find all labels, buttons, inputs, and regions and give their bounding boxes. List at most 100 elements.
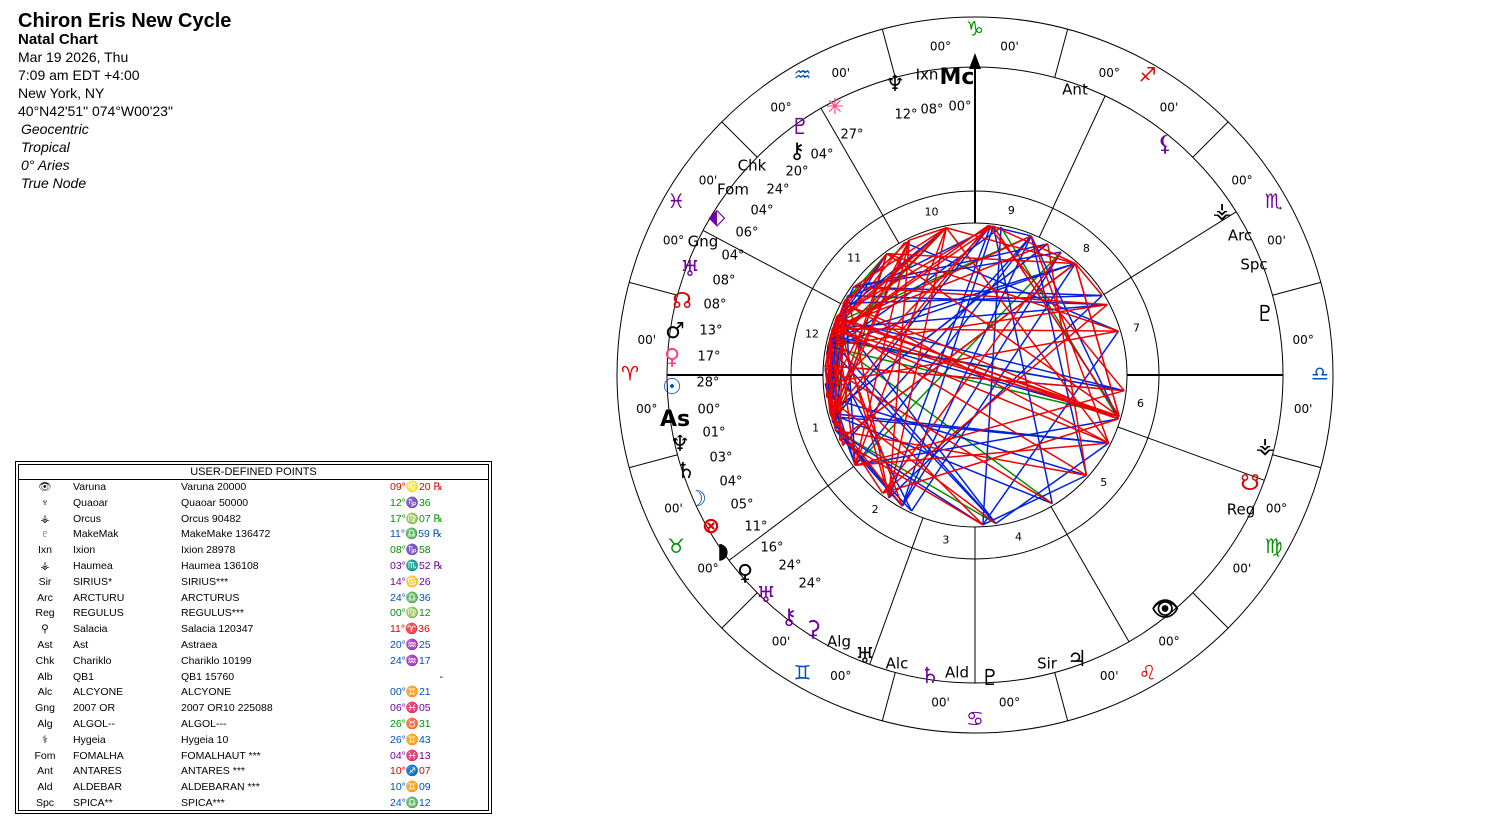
planet-degree: 03° [709, 451, 732, 466]
point-position: 12°♑36 [390, 496, 431, 509]
zodiac-sign-icon: ♒ [794, 63, 812, 87]
point-glyph: 👁 [38, 481, 52, 493]
aspect-line-red [826, 225, 992, 398]
point-name: FOMALHAUT *** [181, 749, 261, 762]
point-position: 08°♑58 [390, 544, 431, 557]
aspect-line-green [829, 337, 1053, 505]
point-label: Alg [827, 633, 851, 651]
sign-boundary [721, 592, 758, 629]
sign-boundary [1272, 454, 1321, 469]
point-glyph: Ant [37, 765, 53, 778]
point-glyph: Reg [35, 607, 55, 620]
planet-degree: 01° [702, 426, 725, 441]
house-number: 12 [805, 327, 819, 340]
zodiac-degree-label: 00° [697, 561, 718, 575]
aspect-line-blue [1030, 235, 1088, 476]
point-abbr: ALGOL-- [73, 717, 116, 730]
sign-boundary [629, 281, 678, 296]
zodiac-sign-icon: ♑ [966, 17, 984, 41]
zodiac-minute-label: 00' [1160, 101, 1179, 115]
aspect-line-red [839, 262, 1076, 441]
point-abbr: Ast [73, 638, 89, 651]
point-glyph: ⚶ [40, 559, 50, 572]
house-cusp [820, 108, 900, 244]
point-abbr: ALDEBAR [73, 781, 123, 794]
aspect-line-blue [982, 474, 1087, 526]
point-label: Ant [1062, 81, 1088, 99]
planet-icon: ♅ [855, 644, 875, 669]
chart-subtitle: Natal Chart [18, 31, 99, 48]
planet-degree: 04° [810, 148, 833, 163]
house-cusp [1103, 211, 1237, 295]
planet-degree: 05° [730, 498, 753, 513]
aspect-line-red [888, 227, 948, 499]
sign-boundary [1192, 592, 1229, 629]
table-row: ⚶ Haumea Haumea 136108 03°♏52 ℞ [19, 559, 488, 575]
sign-boundary [629, 454, 678, 469]
zodiac-sign-icon: ♍ [1265, 534, 1283, 558]
point-label: Gng [688, 233, 719, 251]
point-label: Fom [717, 181, 749, 199]
planet-degree: 16° [760, 541, 783, 556]
aspect-line-red [828, 242, 906, 339]
point-abbr: ARCTURU [73, 591, 125, 604]
point-name: Orcus 90482 [181, 512, 242, 525]
planet-icon: ♅ [680, 257, 700, 282]
point-glyph: Ixn [37, 544, 52, 557]
point-glyph: ♆ [41, 496, 49, 509]
house-number: 10 [925, 206, 939, 219]
planet-icon: ⚷ [781, 605, 797, 630]
point-abbr: SIRIUS* [73, 575, 113, 588]
aspect-line-red [833, 323, 1087, 477]
point-abbr: Haumea [73, 559, 113, 572]
zodiac-minute-label: 00' [1294, 402, 1313, 416]
point-label: Ald [945, 664, 969, 682]
point-glyph: Ast [37, 638, 53, 651]
aspect-line-red [824, 367, 831, 414]
aspect-line-red [825, 364, 1125, 392]
table-row: ⚶ Orcus Orcus 90482 17°♍07 ℞ [19, 512, 488, 528]
house-number: 7 [1133, 322, 1140, 335]
point-position: 04°♓13 [390, 749, 431, 762]
table-row: Alg ALGOL-- ALGOL--- 26°♉31 [19, 717, 488, 733]
zodiac-degree-label: 00° [930, 39, 951, 53]
aspect-line-red [882, 418, 1119, 494]
planet-icon: ☉ [662, 375, 682, 400]
aspect-line-blue [827, 262, 1076, 349]
planet-icon: ⚶ [1213, 199, 1232, 224]
mc-label: Mc [940, 65, 975, 90]
aspect-line-red [842, 302, 1110, 444]
point-abbr: QB1 [73, 670, 95, 683]
table-row: Arc ARCTURU ARCTURUS 24°♎36 [19, 591, 488, 607]
planet-icon: 👁 [1151, 597, 1179, 622]
aspect-line-blue [982, 330, 1120, 526]
outer-ring [616, 16, 1334, 734]
sign-boundary [881, 672, 896, 721]
chart-system-geocentric: Geocentric [21, 121, 89, 137]
point-abbr: Hygeia [73, 733, 106, 746]
point-abbr: MakeMak [73, 528, 119, 541]
aspect-line-red [829, 413, 884, 494]
planet-icon: ♂ [665, 319, 685, 344]
point-position: 00°♊21 [390, 686, 431, 699]
house-cusp [869, 517, 924, 665]
table-row: Alc ALCYONE ALCYONE 00°♊21 [19, 685, 488, 701]
point-position: 11°♈36 [390, 623, 430, 636]
points-title: USER-DEFINED POINTS [19, 465, 488, 480]
point-label: Sir [1037, 655, 1058, 673]
table-row: Spc SPICA** SPICA*** 24°♎12 [19, 796, 488, 812]
zodiac-sign-icon: ♋ [966, 707, 984, 731]
house-cusp [702, 229, 842, 305]
aspect-line-red [829, 224, 989, 339]
zodiac-degree-label: 00° [1293, 333, 1314, 347]
mc-arrow [969, 53, 981, 69]
planet-icon: ⊗ [702, 514, 720, 539]
aspect-line-green [854, 251, 1062, 466]
point-glyph: Ald [37, 781, 53, 794]
planet-icon: ✳ [826, 95, 844, 120]
zodiac-minute-label: 00' [1233, 561, 1252, 575]
aspect-line-red [828, 225, 994, 340]
point-position: 24°♎12 [390, 796, 431, 809]
point-label: Chk [738, 157, 767, 175]
point-name: ALGOL--- [181, 717, 227, 730]
